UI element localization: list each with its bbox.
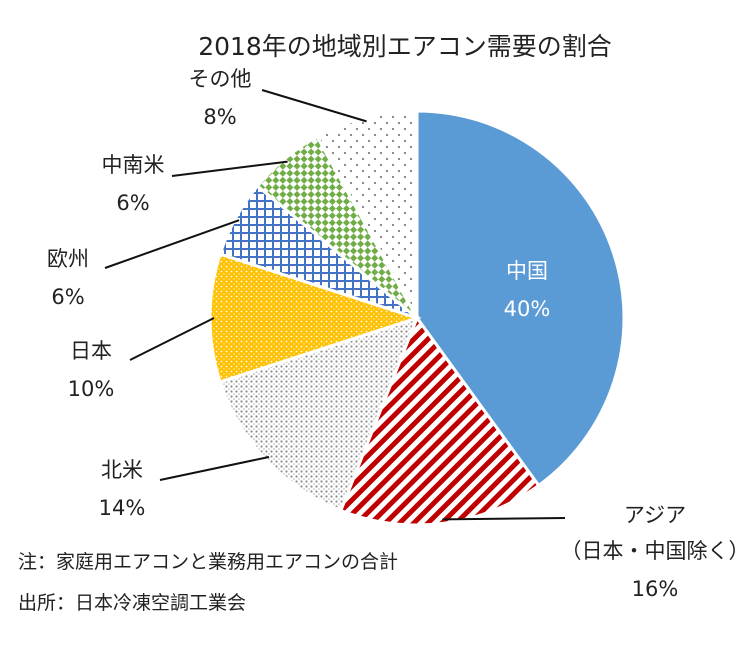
pie-slice-asia bbox=[338, 314, 541, 527]
pie-slice-japan bbox=[208, 252, 422, 384]
slice-label-other: その他 bbox=[189, 67, 252, 91]
slice-label-asia-line-2: （日本・中国除く） bbox=[561, 539, 750, 563]
slice-label-japan: 日本 bbox=[70, 339, 112, 363]
slice-percent-japan: 10% bbox=[68, 377, 115, 401]
leader-line-asia bbox=[442, 517, 566, 521]
slice-percent-china: 40% bbox=[504, 297, 551, 321]
leader-line-latin-america bbox=[171, 160, 288, 177]
pie-slice-other bbox=[315, 109, 419, 319]
slice-label-europe: 欧州 bbox=[47, 247, 89, 271]
leader-line-europe bbox=[104, 219, 240, 269]
chart-title: 2018年の地域別エアコン需要の割合 bbox=[198, 32, 612, 61]
slice-percent-other: 8% bbox=[203, 105, 236, 129]
slice-percent-asia: 16% bbox=[632, 577, 679, 601]
leader-line-other bbox=[261, 89, 367, 123]
slice-label-asia-line-1: アジア bbox=[624, 503, 686, 527]
slice-percent-europe: 6% bbox=[51, 285, 84, 309]
slice-labels: 中国 40% アジア （日本・中国除く） 16% 北米 14% 日本 10% 欧州 6% 中南米 6% そ… bbox=[47, 67, 750, 601]
leader-lines bbox=[104, 89, 566, 521]
slice-label-north-america: 北米 bbox=[101, 458, 143, 482]
leader-line-japan bbox=[129, 317, 215, 361]
leader-line-north-america bbox=[159, 455, 270, 481]
note-text: 注：家庭用エアコンと業務用エアコンの合計 bbox=[18, 551, 398, 573]
slice-label-china: 中国 bbox=[506, 259, 548, 283]
pie-slices bbox=[208, 109, 626, 527]
slice-percent-latin-america: 6% bbox=[116, 191, 149, 215]
pie-slice-china bbox=[415, 109, 626, 488]
slice-label-latin-america: 中南米 bbox=[102, 153, 165, 177]
slice-percent-north-america: 14% bbox=[99, 496, 146, 520]
source-text: 出所：日本冷凍空調工業会 bbox=[18, 592, 246, 614]
